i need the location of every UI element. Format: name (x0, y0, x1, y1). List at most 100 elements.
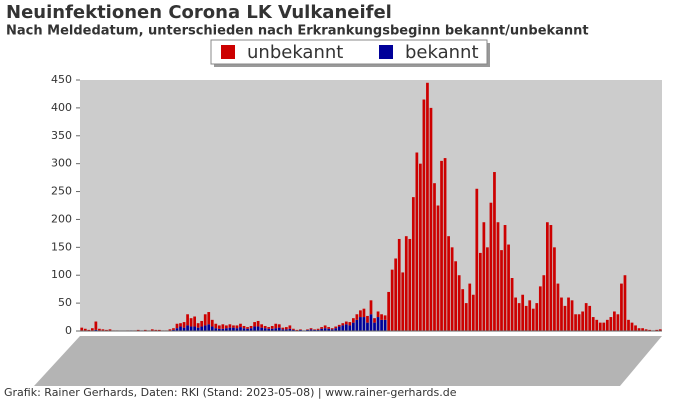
bar (168, 329, 172, 331)
bar (186, 325, 189, 331)
bar (359, 310, 362, 318)
bar (616, 314, 620, 331)
bar (83, 328, 87, 331)
bar (284, 329, 288, 331)
bar (323, 328, 327, 331)
bar (584, 303, 588, 331)
bar (179, 323, 182, 327)
bar (98, 328, 101, 331)
bar (429, 107, 433, 331)
bar (246, 327, 249, 329)
bar (87, 329, 91, 331)
bar (150, 329, 154, 331)
bar (323, 325, 327, 329)
bar (486, 247, 489, 331)
bar (80, 327, 84, 331)
bar (341, 325, 345, 331)
bar (225, 325, 228, 329)
bar (574, 314, 577, 331)
bar (203, 314, 207, 326)
bar (390, 269, 394, 331)
bar (352, 318, 355, 323)
bar (380, 314, 383, 320)
bar (634, 325, 637, 331)
bar (306, 329, 309, 330)
bar (235, 325, 239, 329)
bar (373, 322, 376, 331)
bar (359, 317, 362, 331)
bar (274, 323, 278, 329)
bar (348, 322, 352, 326)
bar (267, 328, 271, 331)
bar (408, 238, 412, 331)
bar (260, 327, 264, 331)
bar (316, 329, 320, 331)
bar (546, 222, 549, 331)
bar (658, 329, 662, 331)
bar (214, 328, 218, 331)
legend-swatch (379, 45, 393, 59)
bar (344, 321, 348, 325)
bar (158, 329, 161, 331)
bar (397, 238, 401, 331)
bar (500, 250, 503, 331)
bar (433, 183, 436, 331)
bar (217, 325, 221, 329)
bar (475, 188, 479, 331)
bar (637, 328, 641, 331)
bar (422, 99, 426, 332)
bar (327, 327, 331, 329)
bar (200, 326, 204, 331)
y-tick-label: 200 (51, 212, 72, 225)
bar (221, 328, 225, 331)
bar (602, 322, 606, 331)
bar (249, 328, 253, 331)
bar (514, 297, 517, 331)
bar (341, 323, 345, 326)
bar (644, 329, 648, 331)
bar (232, 325, 235, 328)
bar (306, 329, 309, 331)
bar (655, 329, 659, 331)
bar (242, 328, 246, 331)
bar (330, 329, 334, 331)
bar (225, 328, 228, 331)
bar (538, 286, 542, 331)
bar (503, 225, 507, 331)
bar (549, 225, 553, 331)
bar (186, 314, 189, 326)
bar (461, 289, 465, 331)
bar (253, 322, 256, 327)
bar (457, 275, 461, 331)
bar (288, 328, 292, 331)
bar (605, 319, 609, 331)
bar (517, 303, 521, 331)
y-tick-label: 50 (58, 296, 72, 309)
bar (309, 328, 313, 330)
bar (143, 329, 147, 331)
bar (172, 329, 175, 331)
bar (588, 305, 592, 331)
y-tick-label: 0 (65, 324, 72, 337)
y-tick-label: 250 (51, 185, 72, 198)
y-tick-label: 450 (51, 73, 72, 86)
footer: Grafik: Rainer Gerhards, Daten: RKI (Sta… (4, 386, 457, 399)
bar (217, 328, 221, 331)
bar (274, 328, 278, 331)
bar (489, 202, 493, 331)
bar (366, 315, 369, 323)
bar (313, 329, 316, 331)
bar (641, 328, 644, 331)
bar (256, 326, 260, 331)
bar (189, 318, 193, 327)
bar (630, 322, 634, 331)
y-tick-label: 350 (51, 129, 72, 142)
bar (292, 328, 295, 330)
bar (105, 329, 108, 331)
bar (277, 327, 281, 331)
bar (263, 328, 267, 331)
bar (330, 328, 334, 330)
bar (136, 329, 140, 331)
bar (387, 291, 390, 331)
bar (352, 322, 355, 331)
